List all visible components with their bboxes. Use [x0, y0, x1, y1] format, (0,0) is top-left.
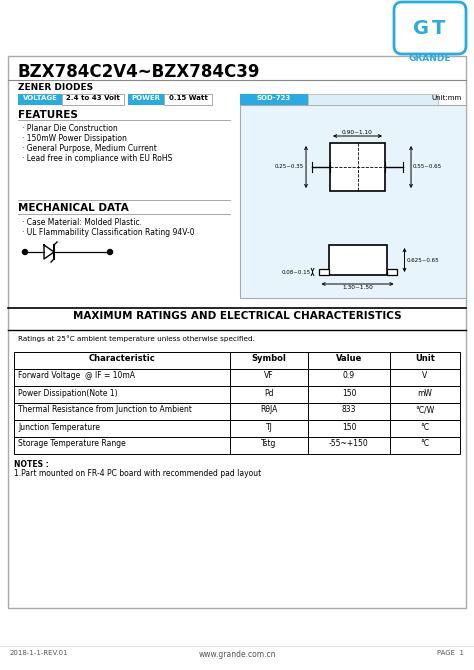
- Text: · General Purpose, Medium Current: · General Purpose, Medium Current: [22, 144, 157, 153]
- Text: SOD-723: SOD-723: [257, 96, 291, 101]
- Text: Pd: Pd: [264, 389, 274, 397]
- Text: Power Dissipation(Note 1): Power Dissipation(Note 1): [18, 389, 118, 397]
- Text: 1.Part mounted on FR-4 PC board with recommended pad layout: 1.Part mounted on FR-4 PC board with rec…: [14, 469, 261, 478]
- Bar: [328, 245, 386, 275]
- Text: 0.08~0.15: 0.08~0.15: [282, 269, 310, 275]
- Bar: [330, 143, 385, 191]
- Text: Unit:mm: Unit:mm: [432, 96, 462, 101]
- Bar: [14, 352, 460, 369]
- Text: Ratings at 25°C ambient temperature unless otherwise specified.: Ratings at 25°C ambient temperature unle…: [18, 335, 255, 342]
- Text: Thermal Resistance from Junction to Ambient: Thermal Resistance from Junction to Ambi…: [18, 405, 192, 415]
- Text: · UL Flammability Classification Rating 94V-0: · UL Flammability Classification Rating …: [22, 228, 195, 237]
- Text: · Lead free in compliance with EU RoHS: · Lead free in compliance with EU RoHS: [22, 154, 173, 163]
- Text: Junction Temperature: Junction Temperature: [18, 423, 100, 431]
- FancyBboxPatch shape: [394, 2, 466, 54]
- Bar: [14, 437, 460, 454]
- Text: 150: 150: [342, 423, 356, 431]
- Bar: [14, 420, 460, 437]
- Text: mW: mW: [418, 389, 432, 397]
- Text: GRANDE: GRANDE: [409, 54, 451, 63]
- Text: -55~+150: -55~+150: [329, 440, 369, 448]
- Text: · Case Material: Molded Plastic.: · Case Material: Molded Plastic.: [22, 218, 142, 227]
- Text: PAGE  1: PAGE 1: [437, 650, 464, 656]
- Text: · 150mW Power Dissipation: · 150mW Power Dissipation: [22, 134, 127, 143]
- Text: 1.30~1.50: 1.30~1.50: [342, 285, 373, 290]
- Text: Unit: Unit: [415, 354, 435, 363]
- Circle shape: [22, 249, 27, 255]
- Text: Tstg: Tstg: [261, 440, 277, 448]
- Bar: [319, 269, 328, 275]
- Text: 2.4 to 43 Volt: 2.4 to 43 Volt: [66, 96, 120, 101]
- Text: °C: °C: [420, 440, 429, 448]
- Text: 2018-1-1-REV.01: 2018-1-1-REV.01: [10, 650, 69, 656]
- Text: 150: 150: [342, 389, 356, 397]
- Bar: [14, 369, 460, 386]
- Bar: [164, 94, 212, 105]
- Text: 0.625~0.65: 0.625~0.65: [407, 257, 439, 263]
- Text: 0.25~0.35: 0.25~0.35: [275, 165, 304, 170]
- Text: 0.15 Watt: 0.15 Watt: [169, 96, 208, 101]
- Text: POWER: POWER: [131, 96, 161, 101]
- Text: TJ: TJ: [265, 423, 273, 431]
- Text: °C: °C: [420, 423, 429, 431]
- Text: 0.90~1.10: 0.90~1.10: [342, 130, 373, 135]
- Circle shape: [108, 249, 112, 255]
- Text: MAXIMUM RATINGS AND ELECTRICAL CHARACTERISTICS: MAXIMUM RATINGS AND ELECTRICAL CHARACTER…: [73, 311, 401, 321]
- Text: 0.9: 0.9: [343, 371, 355, 381]
- Bar: [14, 386, 460, 403]
- Bar: [62, 94, 124, 105]
- Text: G: G: [413, 19, 429, 38]
- Text: Storage Temperature Range: Storage Temperature Range: [18, 440, 126, 448]
- Text: Characteristic: Characteristic: [89, 354, 155, 363]
- Text: 0.55~0.65: 0.55~0.65: [413, 165, 442, 170]
- Bar: [240, 94, 308, 105]
- Bar: [308, 94, 438, 105]
- Bar: [18, 94, 62, 105]
- Text: RθJA: RθJA: [260, 405, 278, 415]
- Text: T: T: [432, 19, 446, 38]
- Bar: [386, 269, 397, 275]
- Text: VOLTAGE: VOLTAGE: [23, 96, 57, 101]
- Text: · Planar Die Construction: · Planar Die Construction: [22, 124, 118, 133]
- Text: °C/W: °C/W: [415, 405, 435, 415]
- Text: www.grande.com.cn: www.grande.com.cn: [198, 650, 276, 659]
- Text: BZX784C2V4~BZX784C39: BZX784C2V4~BZX784C39: [18, 63, 261, 81]
- Bar: [14, 403, 460, 420]
- Text: MECHANICAL DATA: MECHANICAL DATA: [18, 203, 129, 213]
- Text: VF: VF: [264, 371, 274, 381]
- Text: Forward Voltage  @ IF = 10mA: Forward Voltage @ IF = 10mA: [18, 371, 135, 381]
- Text: Value: Value: [336, 354, 362, 363]
- Text: FEATURES: FEATURES: [18, 110, 78, 120]
- Bar: [128, 94, 164, 105]
- Text: Symbol: Symbol: [252, 354, 286, 363]
- Text: NOTES :: NOTES :: [14, 460, 49, 469]
- Bar: [240, 105, 466, 298]
- Bar: [8, 56, 466, 608]
- Text: V: V: [422, 371, 428, 381]
- Text: ZENER DIODES: ZENER DIODES: [18, 83, 93, 92]
- Text: 833: 833: [342, 405, 356, 415]
